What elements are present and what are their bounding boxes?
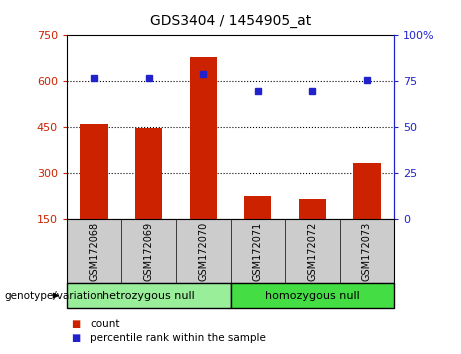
Text: homozygous null: homozygous null [265, 291, 360, 301]
Text: GSM172071: GSM172071 [253, 222, 263, 281]
Text: GSM172073: GSM172073 [362, 222, 372, 281]
FancyBboxPatch shape [230, 283, 394, 308]
Text: count: count [90, 319, 119, 329]
Bar [299, 199, 326, 219]
Bar [189, 57, 217, 219]
Text: hetrozygous null: hetrozygous null [102, 291, 195, 301]
Text: percentile rank within the sample: percentile rank within the sample [90, 333, 266, 343]
Text: ■: ■ [71, 319, 81, 329]
Bar [135, 128, 162, 219]
Text: GSM172070: GSM172070 [198, 222, 208, 281]
Bar [353, 163, 380, 219]
Text: GSM172068: GSM172068 [89, 222, 99, 281]
Text: GDS3404 / 1454905_at: GDS3404 / 1454905_at [150, 14, 311, 28]
Text: GSM172069: GSM172069 [144, 222, 154, 281]
Bar [244, 195, 272, 219]
Text: GSM172072: GSM172072 [307, 222, 317, 281]
FancyBboxPatch shape [67, 283, 230, 308]
Bar [81, 124, 108, 219]
Text: genotype/variation: genotype/variation [5, 291, 104, 301]
Text: ■: ■ [71, 333, 81, 343]
